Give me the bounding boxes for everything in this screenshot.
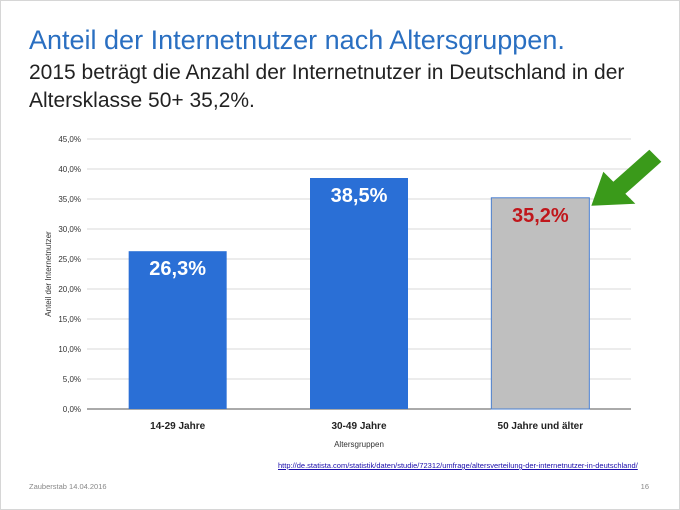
y-tick-label: 35,0% — [58, 195, 81, 204]
y-tick-label: 25,0% — [58, 255, 81, 264]
bars — [128, 178, 590, 410]
green-arrow-icon — [591, 149, 662, 206]
y-axis-title: Anteil der Internetnutzer — [44, 231, 53, 317]
bar — [128, 251, 227, 409]
y-tick-label: 40,0% — [58, 165, 81, 174]
x-category-label: 50 Jahre und älter — [498, 421, 584, 432]
page-number: 16 — [640, 482, 649, 491]
bar-chart: 0,0% 5,0% 10,0% 15,0% 20,0% 25,0% 30,0% 35,0% 40… — [44, 135, 662, 449]
y-tick-label: 0,0% — [63, 405, 81, 414]
y-tick-label: 30,0% — [58, 225, 81, 234]
y-tick-labels: 0,0% 5,0% 10,0% 15,0% 20,0% 25,0% 30,0% 35,0% 40… — [58, 135, 81, 414]
x-category-label: 30-49 Jahre — [331, 421, 386, 432]
slide-title: Anteil der Internetnutzer nach Altersgru… — [29, 25, 565, 55]
arrow-shape — [591, 149, 662, 206]
bar-value-label: 35,2% — [512, 205, 569, 227]
bar-value-labels: 26,3% 38,5% 35,2% — [149, 185, 569, 280]
y-tick-label: 5,0% — [63, 375, 81, 384]
source-link[interactable]: http://de.statista.com/statistik/daten/s… — [278, 461, 638, 470]
x-category-labels: 14-29 Jahre 30-49 Jahre 50 Jahre und älter — [150, 421, 583, 432]
y-tick-label: 10,0% — [58, 345, 81, 354]
slide-subtitle: 2015 beträgt die Anzahl der Internetnutz… — [29, 61, 625, 112]
y-tick-label: 15,0% — [58, 315, 81, 324]
bar — [490, 197, 590, 410]
bar-value-label: 38,5% — [331, 185, 388, 207]
y-tick-label: 20,0% — [58, 285, 81, 294]
bar-value-label: 26,3% — [149, 258, 206, 280]
bar — [310, 178, 408, 409]
x-axis-title: Altersgruppen — [334, 440, 384, 449]
footer-date: Zauberstab 14.04.2016 — [29, 482, 107, 491]
x-category-label: 14-29 Jahre — [150, 421, 205, 432]
y-tick-label: 45,0% — [58, 135, 81, 144]
